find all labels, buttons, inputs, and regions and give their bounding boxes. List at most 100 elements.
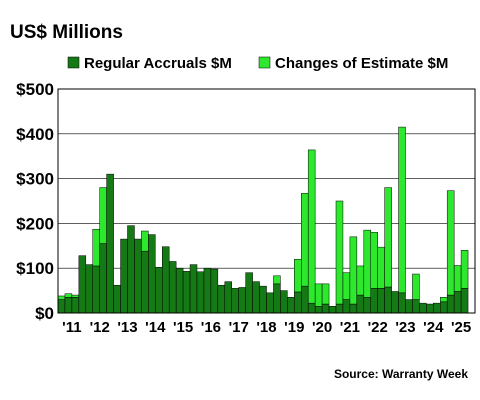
bar-changes-of-estimate — [370, 232, 378, 289]
chart-title: US$ Millions — [10, 22, 123, 43]
bar-changes-of-estimate — [57, 295, 66, 300]
x-tick-label: '12 — [90, 319, 110, 336]
bar-regular-accruals — [280, 290, 288, 314]
x-tick-label: '17 — [229, 319, 249, 336]
bar-regular-accruals — [168, 261, 177, 314]
bars — [57, 126, 469, 314]
bar-regular-accruals — [384, 286, 392, 314]
bar-regular-accruals — [307, 302, 316, 314]
bar-changes-of-estimate — [99, 187, 107, 244]
y-tick-label: $300 — [16, 170, 54, 189]
bar-regular-accruals — [433, 302, 441, 314]
bar-regular-accruals — [412, 299, 420, 314]
x-tick-label: '21 — [340, 319, 360, 336]
bar-changes-of-estimate — [384, 187, 392, 288]
bar-changes-of-estimate — [64, 293, 73, 298]
bar-changes-of-estimate — [349, 236, 358, 305]
bar-regular-accruals — [238, 287, 246, 314]
bar-regular-accruals — [57, 299, 66, 314]
bar-changes-of-estimate — [92, 228, 100, 267]
bar-regular-accruals — [321, 303, 330, 314]
bar-regular-accruals — [252, 281, 260, 314]
bar-regular-accruals — [92, 265, 100, 314]
x-tick-label: '20 — [312, 319, 332, 336]
bar-regular-accruals — [189, 264, 198, 314]
bar-regular-accruals — [363, 297, 371, 314]
bar-regular-accruals — [287, 297, 295, 314]
x-tick-label: '14 — [145, 319, 166, 336]
bar-regular-accruals — [162, 246, 170, 314]
x-axis-ticks: '11 '12 '13 '14 '15 '16 '17 '18 '19 '20 '21 '22 '23 '… — [62, 319, 471, 336]
bar-regular-accruals — [377, 288, 385, 314]
bar-regular-accruals — [335, 303, 344, 314]
bar-changes-of-estimate — [412, 273, 420, 300]
bar-changes-of-estimate — [363, 229, 371, 298]
bar-regular-accruals — [460, 288, 469, 314]
bar-regular-accruals — [294, 291, 302, 314]
x-tick-label: '11 — [62, 319, 81, 336]
bar-regular-accruals — [405, 299, 413, 314]
x-tick-label: '23 — [395, 319, 415, 336]
bar-regular-accruals — [71, 297, 80, 314]
x-tick-label: '24 — [423, 319, 444, 336]
bar-regular-accruals — [120, 238, 128, 314]
bar-regular-accruals — [148, 234, 156, 314]
bar-regular-accruals — [217, 284, 226, 314]
x-tick-label: '18 — [256, 319, 276, 336]
bar-regular-accruals — [78, 255, 87, 314]
x-tick-label: '19 — [284, 319, 304, 336]
bar-regular-accruals — [113, 284, 121, 314]
bar-changes-of-estimate — [294, 258, 302, 293]
x-tick-label: '16 — [201, 319, 221, 336]
plot-area-border — [57, 88, 476, 314]
legend-swatch-changes-of-estimate — [258, 56, 271, 69]
legend-label-regular-accruals: Regular Accruals $M — [84, 55, 232, 72]
bar-regular-accruals — [266, 292, 274, 314]
bar-changes-of-estimate — [321, 283, 330, 305]
bar-regular-accruals — [314, 306, 323, 314]
legend-swatch-regular-accruals — [67, 56, 80, 69]
bar-changes-of-estimate — [71, 294, 80, 298]
legend: Regular Accruals $M Changes of Estimate … — [67, 55, 448, 72]
bar-regular-accruals — [106, 173, 114, 314]
bar-changes-of-estimate — [342, 272, 351, 300]
bar-changes-of-estimate — [314, 283, 323, 307]
bar-regular-accruals — [356, 294, 365, 314]
source-note: Source: Warranty Week — [334, 367, 468, 381]
bar-regular-accruals — [370, 288, 378, 314]
bar-regular-accruals — [196, 271, 205, 314]
bar-changes-of-estimate — [453, 265, 462, 292]
y-axis-ticks: $0 $100 $200 $300 $400 $500 — [16, 80, 54, 323]
legend-label-changes-of-estimate: Changes of Estimate $M — [275, 55, 448, 72]
bar-regular-accruals — [446, 294, 455, 314]
bar-regular-accruals — [349, 303, 358, 314]
bar-changes-of-estimate — [446, 190, 455, 296]
y-tick-label: $0 — [35, 304, 54, 323]
bar-regular-accruals — [391, 291, 399, 314]
bar-regular-accruals — [398, 292, 406, 314]
x-tick-label: '25 — [451, 319, 471, 336]
bar-changes-of-estimate — [460, 250, 469, 289]
y-tick-label: $200 — [16, 214, 54, 233]
bar-regular-accruals — [426, 303, 434, 314]
bar-regular-accruals — [231, 288, 239, 314]
bar-regular-accruals — [273, 283, 281, 314]
bar-changes-of-estimate — [440, 297, 448, 303]
bar-regular-accruals — [64, 297, 73, 314]
bar-regular-accruals — [224, 281, 233, 314]
bar-regular-accruals — [141, 250, 149, 314]
y-tick-label: $500 — [16, 80, 54, 99]
bar-regular-accruals — [328, 306, 337, 314]
bar-regular-accruals — [203, 267, 212, 314]
y-tick-label: $100 — [16, 259, 54, 278]
bar-changes-of-estimate — [335, 200, 344, 305]
bar-regular-accruals — [134, 238, 142, 314]
bar-regular-accruals — [210, 268, 219, 314]
bar-changes-of-estimate — [398, 126, 406, 294]
y-tick-label: $400 — [16, 125, 54, 144]
bar-regular-accruals — [99, 243, 107, 314]
x-tick-label: '13 — [117, 319, 137, 336]
bar-changes-of-estimate — [356, 265, 365, 296]
bar-regular-accruals — [419, 302, 427, 314]
bar-changes-of-estimate — [273, 275, 281, 285]
